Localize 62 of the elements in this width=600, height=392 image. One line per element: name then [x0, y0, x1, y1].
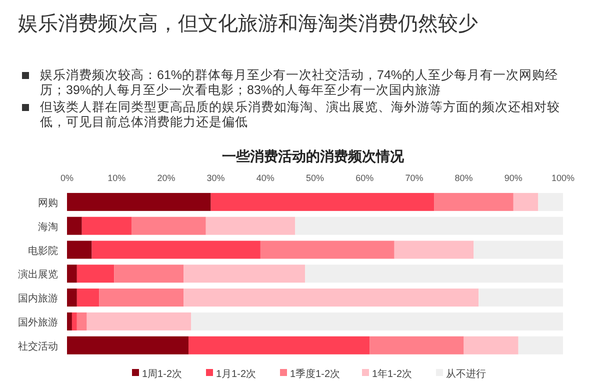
bar	[67, 312, 72, 330]
x-tick-label: 10%	[108, 173, 126, 183]
bar	[76, 264, 114, 283]
x-tick-label: 40%	[256, 173, 274, 183]
bar	[305, 264, 563, 283]
y-tick-label: 海淘	[38, 220, 58, 233]
text: 娱乐消费频次较高：61%的群体每月至少有一次社交活动，74%的人至少每月有一次网购经历；39%的人每月至少一次看电影；83%的人每年至少有一次国内旅游	[40, 68, 558, 97]
bar	[538, 192, 563, 211]
y-tick-label: 国外旅游	[18, 316, 58, 328]
bar	[99, 288, 184, 307]
x-tick-label: 80%	[454, 173, 473, 183]
y-tick-label: 电影院	[28, 244, 58, 257]
y-tick-label: 社交活动	[18, 340, 58, 352]
bar	[478, 288, 563, 307]
bar	[518, 336, 563, 354]
chart-subtitle: 一些消费活动的消费频次情况	[222, 148, 405, 164]
bar	[67, 240, 92, 259]
bar	[76, 312, 87, 330]
bar	[394, 240, 474, 259]
bar	[188, 336, 370, 354]
x-tick-label: 0%	[60, 173, 74, 183]
x-tick-label: 70%	[405, 173, 424, 183]
bar	[434, 192, 514, 211]
bar	[474, 240, 563, 259]
bar	[295, 216, 563, 235]
legend-label: 从不进行	[446, 368, 486, 380]
legend-label: 1年1-2次	[372, 368, 412, 380]
bar	[184, 264, 306, 283]
bar	[72, 312, 77, 330]
x-tick-label: 30%	[206, 173, 225, 183]
x-tick-label: 60%	[356, 173, 374, 183]
bar	[114, 264, 184, 283]
bar	[82, 216, 132, 235]
bar	[67, 216, 82, 235]
x-tick-label: 20%	[157, 173, 176, 183]
bar	[513, 192, 538, 211]
x-tick-label: 90%	[504, 173, 522, 183]
bar	[206, 216, 296, 235]
bar	[67, 288, 77, 307]
bar	[184, 288, 479, 307]
bar	[67, 264, 77, 283]
y-tick-label: 网购	[38, 198, 58, 209]
legend-label: 1周1-2次	[142, 369, 182, 380]
x-tick-label: 50%	[306, 173, 324, 183]
chart-title: 娱乐消费频次高，但文化旅游和海淘类消费仍然较少	[18, 12, 478, 37]
legend-label: 1月1-2次	[216, 369, 256, 380]
bar	[210, 192, 434, 211]
y-tick-label: 演出展览	[18, 268, 58, 281]
bar	[464, 336, 518, 354]
bar	[76, 288, 100, 307]
text: 但该类人群在同类型更高品质的娱乐消费如海淘、演出展览、海外游等方面的频次还相对较低，可见目前总体消费能力还是偏低	[40, 100, 560, 129]
bar	[67, 192, 211, 211]
bar	[191, 312, 563, 330]
x-tick-label: 100%	[551, 173, 575, 183]
bar	[92, 240, 260, 259]
y-tick-label: 国内旅游	[18, 292, 58, 305]
bar	[131, 216, 206, 235]
bar	[67, 336, 189, 354]
legend-label: 1季度1-2次	[290, 368, 340, 380]
bar	[86, 312, 191, 330]
bar	[370, 336, 464, 354]
bar	[260, 240, 394, 259]
